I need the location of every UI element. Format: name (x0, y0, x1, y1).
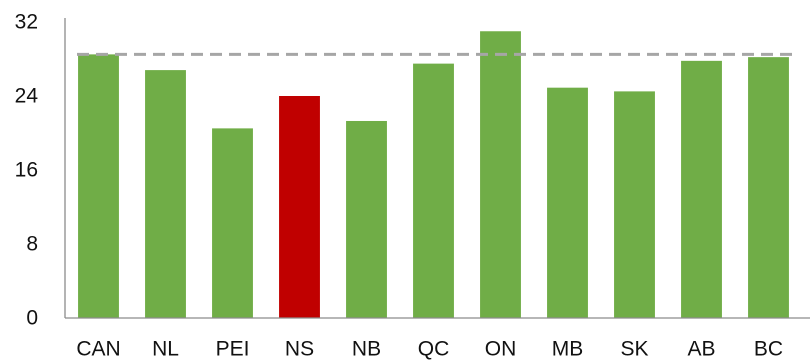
bar-ns (279, 96, 320, 318)
x-tick-label: ON (485, 338, 517, 361)
x-tick-label: AB (687, 338, 715, 361)
bar-bc (748, 57, 789, 319)
x-tick-label: MB (552, 338, 584, 361)
y-tick-label: 32 (15, 11, 38, 34)
bar-pei (212, 128, 253, 318)
x-tick-label: BC (754, 338, 783, 361)
x-tick-label: PEI (216, 338, 250, 361)
y-tick-label: 16 (15, 159, 38, 182)
bars (78, 31, 789, 319)
y-tick-label: 0 (26, 307, 38, 330)
x-tick-label: QC (418, 338, 450, 361)
x-tick-label: NL (152, 338, 179, 361)
bar-nl (145, 70, 186, 318)
bar-qc (413, 63, 454, 318)
y-tick-label: 24 (15, 85, 39, 108)
y-tick-label: 8 (26, 233, 38, 256)
bar-sk (614, 91, 655, 318)
bar-ab (681, 60, 722, 318)
x-tick-label: NB (352, 338, 381, 361)
x-tick-label: NS (285, 338, 314, 361)
bar-on (480, 31, 521, 318)
bar-mb (547, 87, 588, 318)
x-tick-label: SK (620, 338, 648, 361)
y-axis-ticks: 0 8 16 24 32 (15, 11, 39, 330)
x-axis-ticks: CAN NL PEI NS NB QC ON MB SK AB BC (76, 338, 783, 361)
x-tick-label: CAN (76, 338, 120, 361)
bar-can (78, 54, 119, 318)
bar-nb (346, 120, 387, 318)
